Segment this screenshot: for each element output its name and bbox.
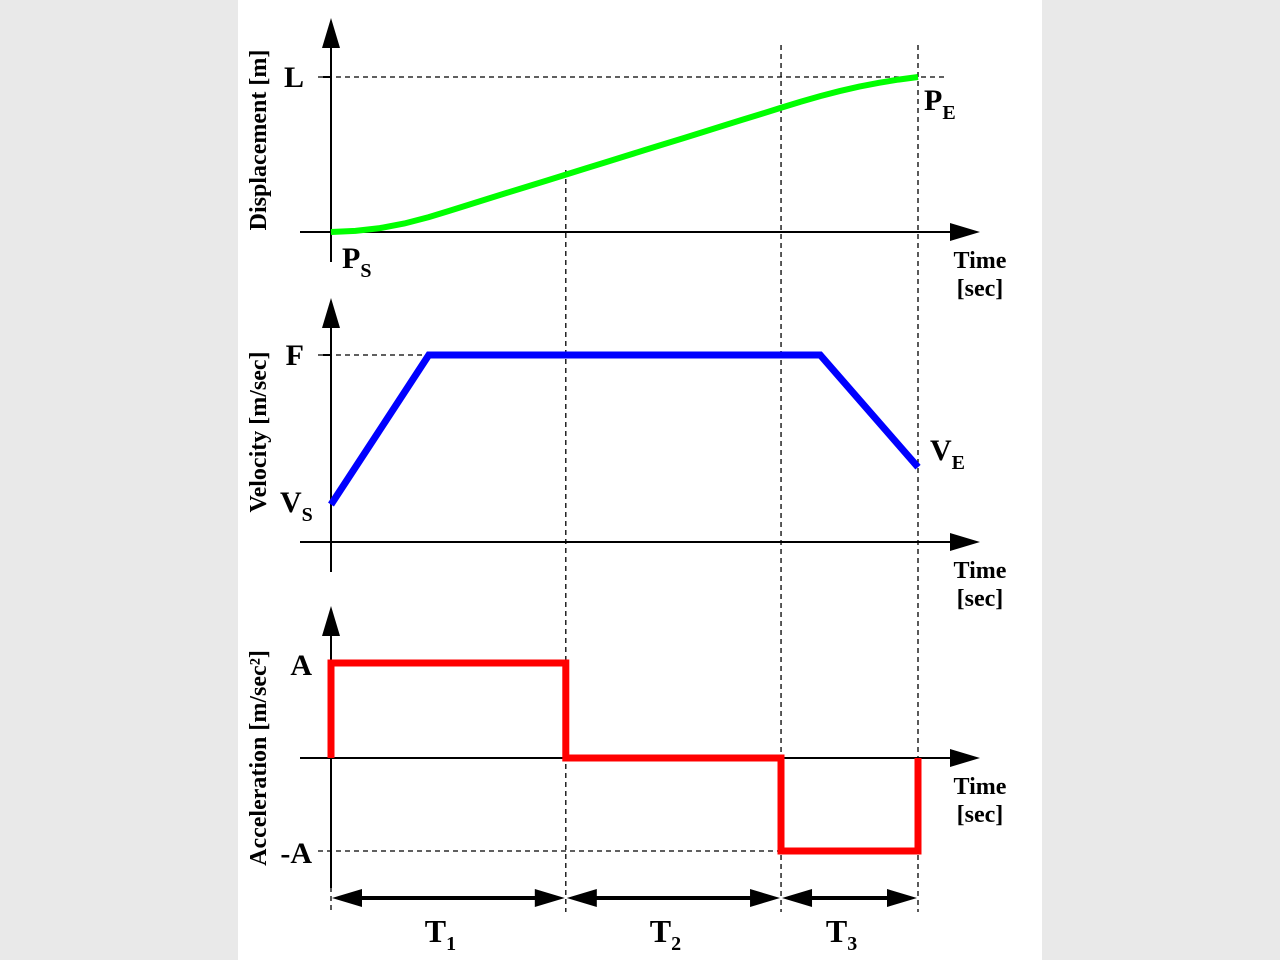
start-label-PS-part: S — [360, 260, 371, 282]
y-tick-label-F: F — [286, 339, 304, 372]
interval-arrow-right-1 — [534, 889, 565, 907]
y-tick-label-neg-A-part: -A — [280, 837, 312, 870]
x-axis-arrow-2 — [950, 533, 980, 551]
start-label-PS-part: P — [342, 242, 360, 275]
interval-arrow-left-3 — [782, 889, 813, 907]
y-tick-label-L: L — [284, 61, 304, 94]
x-axis-label-2-part: Time — [954, 558, 1007, 584]
series-line-3 — [327, 659, 922, 855]
interval-arrow-right-2 — [750, 889, 781, 907]
y-axis-label-2-part: Velocity [m/sec] — [246, 351, 272, 512]
x-axis-label-3: Time — [954, 774, 1007, 800]
start-label-VS: VS — [280, 486, 313, 526]
x-axis-unit-2-part: [sec] — [957, 586, 1004, 612]
end-label-VE-part: E — [952, 452, 965, 474]
interval-label-2-part: 2 — [671, 933, 681, 955]
interval-label-1-part: 1 — [446, 933, 456, 955]
start-label-VS-part: V — [280, 486, 302, 519]
x-axis-label-2: Time — [954, 558, 1007, 584]
interval-label-3-part: T — [826, 913, 847, 949]
y-axis-label-1-part: Displacement [m] — [246, 50, 272, 231]
interval-arrow-right-3 — [887, 889, 917, 907]
series-line-1 — [330, 74, 919, 235]
y-axis-arrow-2 — [322, 298, 340, 328]
interval-label-1-part: T — [425, 913, 446, 949]
x-axis-unit-1-part: [sec] — [957, 276, 1004, 302]
x-axis-label-1: Time — [954, 248, 1007, 274]
x-axis-arrow-3 — [950, 749, 980, 767]
y-tick-label-A: A — [290, 649, 312, 682]
interval-label-3: T3 — [826, 913, 857, 955]
x-axis-unit-3: [sec] — [957, 802, 1004, 828]
end-label-PE: PE — [924, 84, 956, 124]
interval-arrow-left-1 — [332, 889, 362, 907]
interval-label-1: T1 — [425, 913, 456, 955]
start-label-PS: PS — [342, 242, 371, 282]
interval-label-3-part: 3 — [847, 933, 857, 955]
end-label-VE: VE — [930, 434, 965, 474]
y-axis-arrow-3 — [322, 606, 340, 636]
start-label-VS-part: S — [302, 504, 313, 526]
end-label-PE-part: E — [942, 102, 955, 124]
y-axis-label-3: Acceleration [m/sec²] — [246, 650, 272, 866]
x-axis-label-1-part: Time — [954, 248, 1007, 274]
x-axis-unit-3-part: [sec] — [957, 802, 1004, 828]
chart-canvas: Displacement [m] Time [sec] L PS PE Velocity [… — [238, 0, 1042, 960]
x-axis-unit-2: [sec] — [957, 586, 1004, 612]
y-axis-label-3-part: Acceleration [m/sec²] — [246, 650, 272, 866]
x-axis-label-3-part: Time — [954, 774, 1007, 800]
y-axis-label-2: Velocity [m/sec] — [246, 351, 272, 512]
end-label-VE-part: V — [930, 434, 952, 467]
x-axis-arrow-1 — [950, 223, 980, 241]
y-tick-label-F-part: F — [286, 339, 304, 372]
y-axis-label-1: Displacement [m] — [246, 50, 272, 231]
interval-label-2: T2 — [650, 913, 681, 955]
y-tick-label-L-part: L — [284, 61, 304, 94]
series-line-2 — [328, 351, 921, 507]
interval-label-2-part: T — [650, 913, 671, 949]
interval-arrow-left-2 — [566, 889, 597, 907]
x-axis-unit-1: [sec] — [957, 276, 1004, 302]
y-tick-label-A-part: A — [290, 649, 312, 682]
end-label-PE-part: P — [924, 84, 942, 117]
y-tick-label-neg-A: -A — [280, 837, 312, 870]
y-axis-arrow-1 — [322, 18, 340, 48]
